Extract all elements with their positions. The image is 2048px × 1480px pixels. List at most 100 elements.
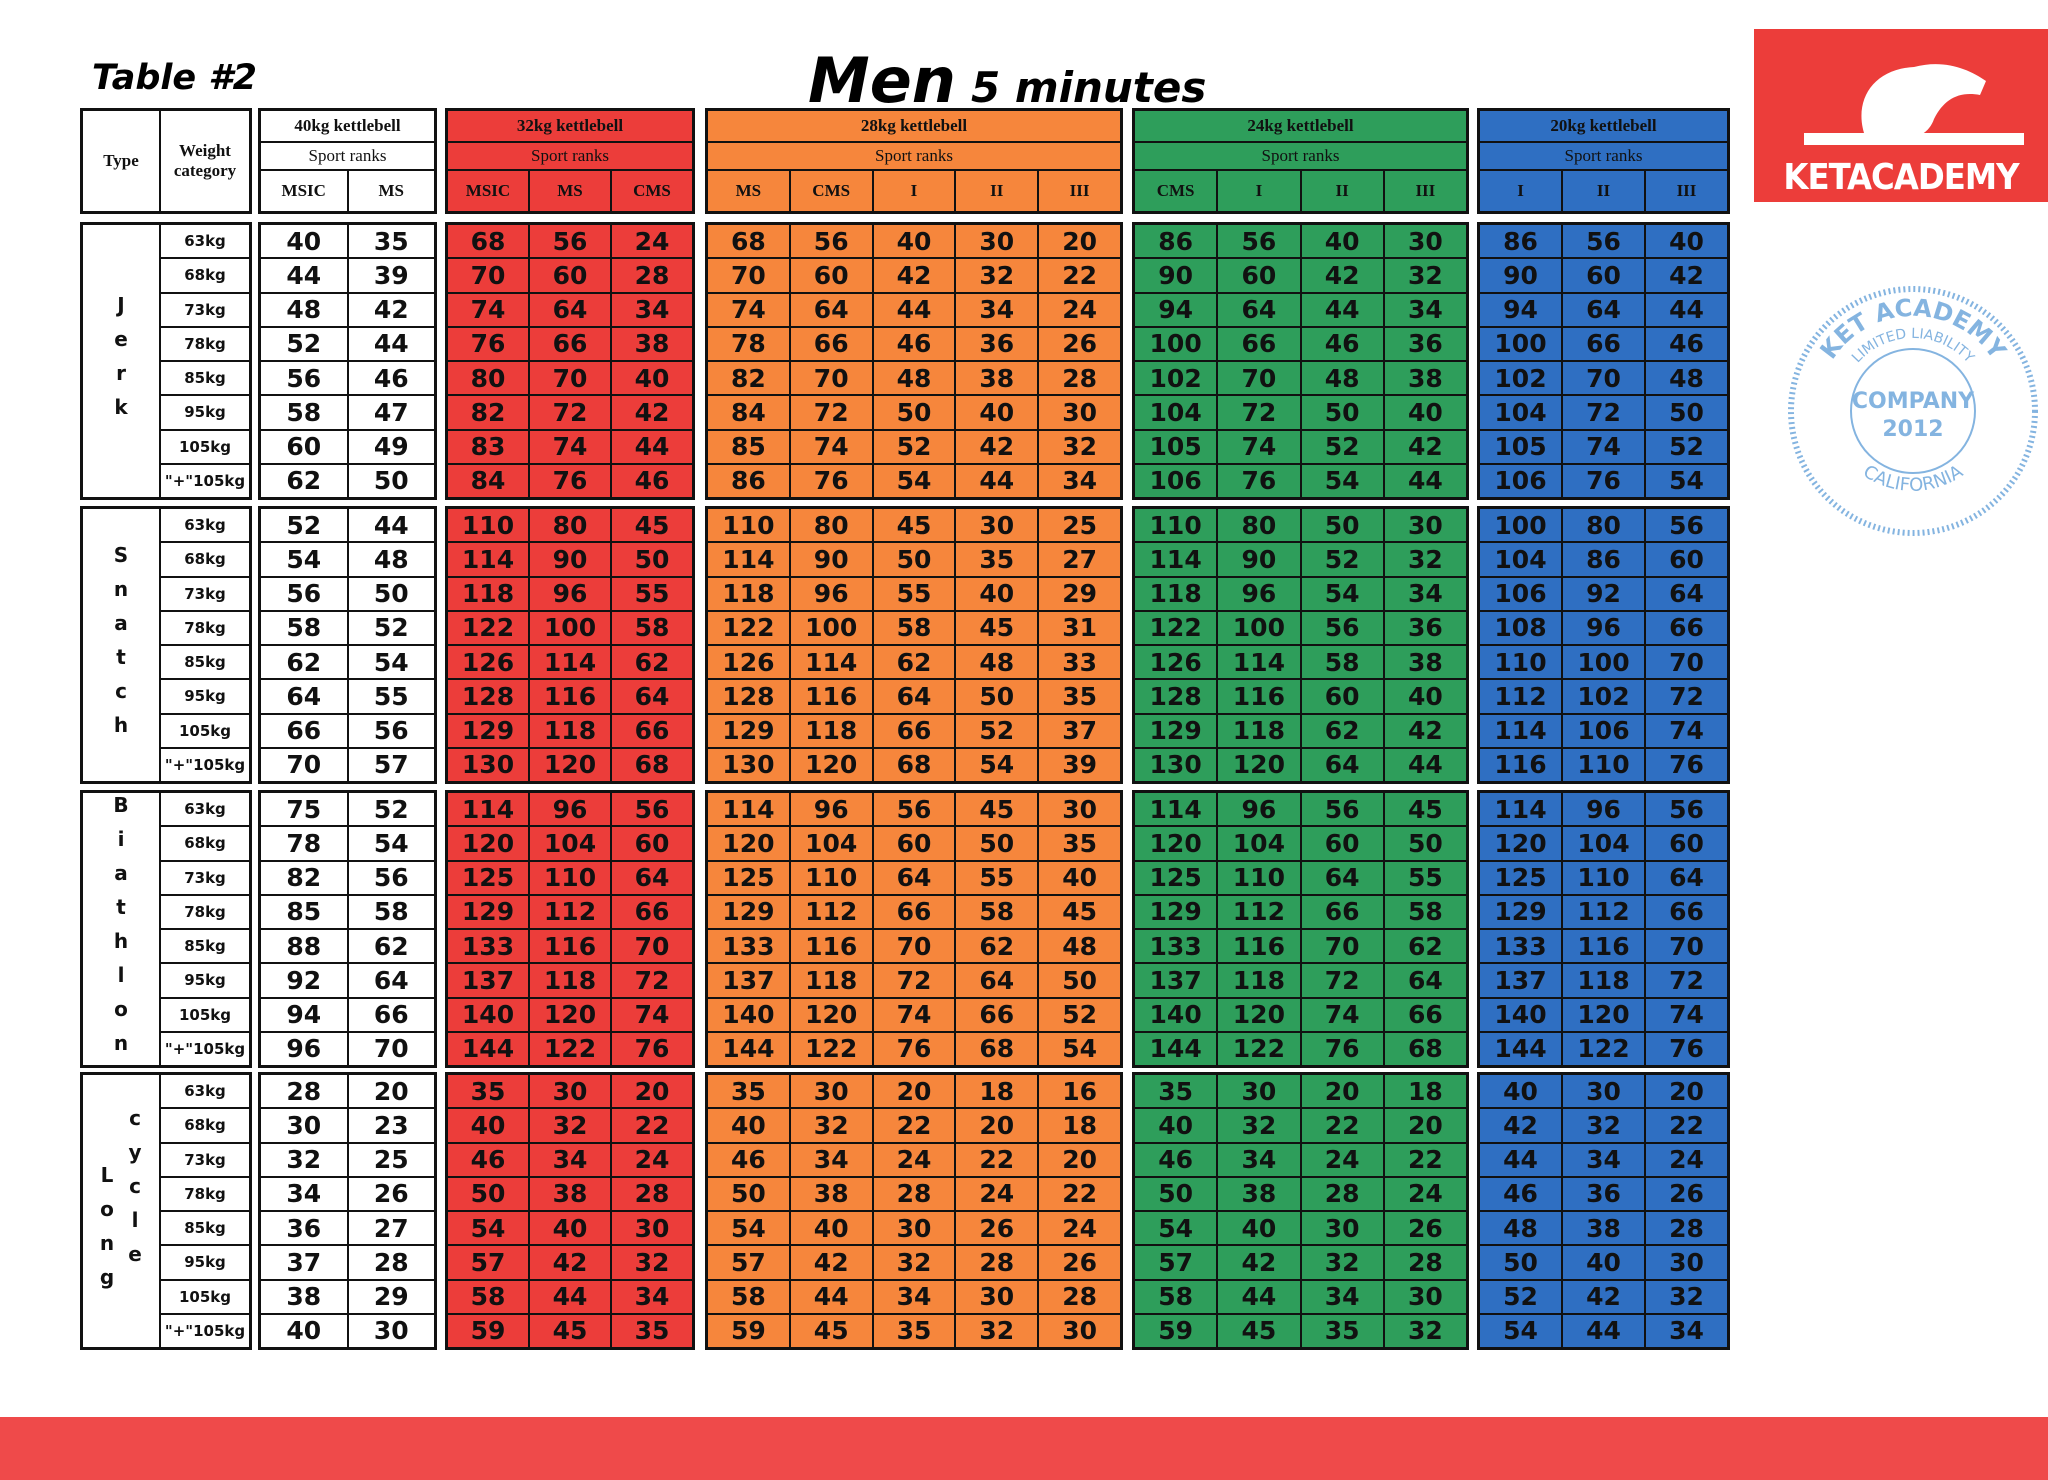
value-cell: 28 bbox=[1039, 1280, 1120, 1313]
value-cell: 62 bbox=[873, 646, 955, 679]
stamp: KET ACADEMY LIMITED LIABILITY COMPANY 20… bbox=[1788, 286, 2038, 536]
value-cell: 34 bbox=[1039, 464, 1120, 497]
value-cell: 34 bbox=[873, 1280, 955, 1313]
value-cell: 36 bbox=[261, 1212, 347, 1245]
weight-category: 85kg bbox=[161, 1212, 249, 1245]
value-cell: 105 bbox=[1480, 430, 1561, 463]
value-cell: 50 bbox=[1301, 396, 1383, 429]
value-cell: 64 bbox=[1218, 293, 1300, 326]
value-cell: 44 bbox=[348, 509, 434, 542]
value-cell: 30 bbox=[956, 509, 1038, 542]
value-cell: 133 bbox=[448, 930, 528, 963]
value-cell: 35 bbox=[348, 225, 434, 258]
value-cell: 120 bbox=[1480, 827, 1561, 860]
value-cell: 40 bbox=[612, 362, 692, 395]
value-cell: 80 bbox=[1218, 509, 1300, 542]
value-cell: 54 bbox=[1301, 464, 1383, 497]
value-cell: 34 bbox=[1563, 1143, 1644, 1176]
value-cell: 114 bbox=[1135, 793, 1217, 826]
value-cell: 96 bbox=[1218, 577, 1300, 610]
weight-category: 78kg bbox=[161, 327, 249, 360]
rank-header: II bbox=[1563, 171, 1644, 211]
weight-category: "+"105kg bbox=[161, 1314, 249, 1347]
value-cell: 59 bbox=[448, 1314, 528, 1347]
value-cell: 114 bbox=[530, 646, 610, 679]
value-cell: 104 bbox=[530, 827, 610, 860]
value-cell: 66 bbox=[612, 895, 692, 928]
value-cell: 100 bbox=[1563, 646, 1644, 679]
value-cell: 64 bbox=[1646, 861, 1727, 894]
logo-bear bbox=[1861, 64, 1986, 141]
value-cell: 120 bbox=[790, 998, 872, 1031]
value-cell: 24 bbox=[873, 1143, 955, 1176]
value-cell: 54 bbox=[1135, 1212, 1217, 1245]
weight-category: 105kg bbox=[161, 998, 249, 1031]
value-cell: 104 bbox=[1218, 827, 1300, 860]
stamp-company: COMPANY bbox=[1852, 389, 1975, 414]
value-cell: 129 bbox=[448, 714, 528, 747]
table-label: Table #2 bbox=[92, 58, 258, 98]
value-cell: 42 bbox=[1384, 430, 1466, 463]
value-cell: 42 bbox=[1480, 1109, 1561, 1142]
value-cell: 110 bbox=[1218, 861, 1300, 894]
section-label: Snatch 63kg 68kg 73kg 78kg 85kg 95kg 105kg "+"10… bbox=[80, 506, 252, 784]
value-cell: 32 bbox=[261, 1143, 347, 1176]
value-cell: 20 bbox=[1384, 1109, 1466, 1142]
value-cell: 42 bbox=[1218, 1246, 1300, 1279]
value-cell: 110 bbox=[1480, 646, 1561, 679]
value-cell: 26 bbox=[1039, 1246, 1120, 1279]
value-block: 35 30 20 18 16 40 32 22 20 18 46 34 24 22 20 50 38 28 24 22… bbox=[705, 1072, 1123, 1350]
value-cell: 38 bbox=[1384, 362, 1466, 395]
value-cell: 72 bbox=[1301, 964, 1383, 997]
value-cell: 130 bbox=[1135, 748, 1217, 781]
subtitle: 5 minutes bbox=[970, 63, 1207, 112]
value-cell: 35 bbox=[1039, 827, 1120, 860]
value-cell: 44 bbox=[348, 327, 434, 360]
logo: KETACADEMY bbox=[1754, 29, 2048, 202]
value-cell: 60 bbox=[261, 430, 347, 463]
value-cell: 64 bbox=[612, 861, 692, 894]
value-cell: 96 bbox=[530, 793, 610, 826]
value-cell: 22 bbox=[1384, 1143, 1466, 1176]
value-cell: 24 bbox=[1646, 1143, 1727, 1176]
value-cell: 32 bbox=[873, 1246, 955, 1279]
weight-category: 73kg bbox=[161, 577, 249, 610]
value-cell: 133 bbox=[708, 930, 789, 963]
value-cell: 44 bbox=[1563, 1314, 1644, 1347]
value-cell: 70 bbox=[612, 930, 692, 963]
value-cell: 64 bbox=[1646, 577, 1727, 610]
value-cell: 120 bbox=[708, 827, 789, 860]
group-header: 40kg kettlebell Sport ranks MSIC MS bbox=[258, 108, 437, 214]
value-cell: 34 bbox=[1384, 577, 1466, 610]
value-cell: 30 bbox=[530, 1075, 610, 1108]
weight-category: 85kg bbox=[161, 930, 249, 963]
group-header: 20kg kettlebell Sport ranks I II III bbox=[1477, 108, 1730, 214]
value-cell: 78 bbox=[261, 827, 347, 860]
value-cell: 58 bbox=[1135, 1280, 1217, 1313]
value-cell: 66 bbox=[956, 998, 1038, 1031]
value-cell: 48 bbox=[1301, 362, 1383, 395]
value-cell: 116 bbox=[790, 930, 872, 963]
logo-bar bbox=[1804, 133, 2024, 145]
value-cell: 68 bbox=[612, 748, 692, 781]
value-cell: 37 bbox=[261, 1246, 347, 1279]
value-cell: 66 bbox=[1384, 998, 1466, 1031]
value-cell: 118 bbox=[448, 577, 528, 610]
value-cell: 96 bbox=[530, 577, 610, 610]
value-cell: 66 bbox=[873, 895, 955, 928]
value-cell: 34 bbox=[790, 1143, 872, 1176]
group-name: 24kg kettlebell bbox=[1135, 111, 1466, 141]
value-cell: 44 bbox=[956, 464, 1038, 497]
value-block: 35 30 20 40 32 22 46 34 24 50 38 28 54 40 30 57 42 32 58 44… bbox=[445, 1072, 695, 1350]
value-cell: 140 bbox=[448, 998, 528, 1031]
value-cell: 66 bbox=[530, 327, 610, 360]
value-cell: 72 bbox=[1646, 680, 1727, 713]
value-cell: 24 bbox=[612, 1143, 692, 1176]
value-cell: 110 bbox=[1563, 861, 1644, 894]
value-cell: 59 bbox=[708, 1314, 789, 1347]
value-cell: 45 bbox=[1218, 1314, 1300, 1347]
value-cell: 30 bbox=[261, 1109, 347, 1142]
value-cell: 42 bbox=[1646, 259, 1727, 292]
value-cell: 58 bbox=[448, 1280, 528, 1313]
rank-header: MS bbox=[348, 171, 434, 211]
